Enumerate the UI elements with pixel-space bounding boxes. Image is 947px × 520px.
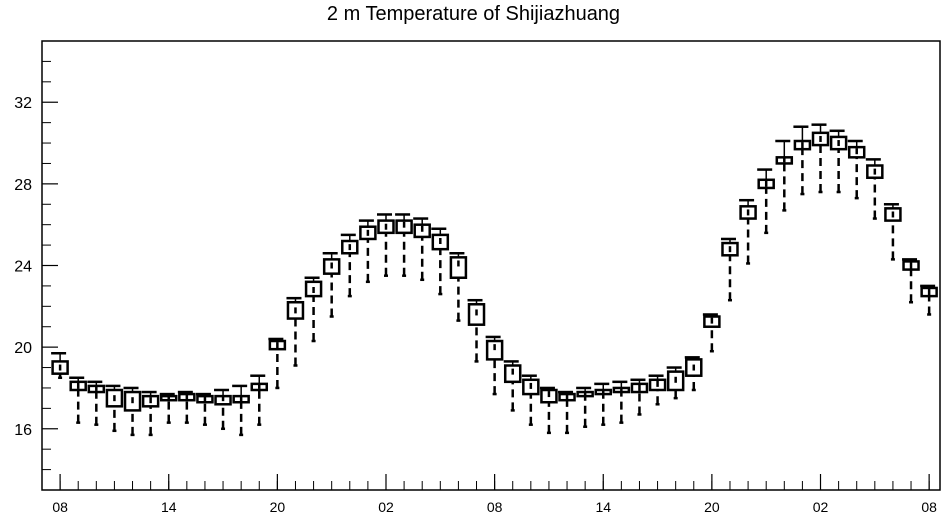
box-item: [558, 390, 576, 435]
box-item: [141, 390, 160, 437]
box-item: [739, 198, 757, 265]
box-item: [159, 392, 178, 424]
x-tick-label: 14: [161, 499, 177, 515]
box-item: [757, 168, 775, 235]
box-item: [648, 374, 667, 406]
y-tick-label: 24: [14, 259, 32, 276]
box-item: [431, 227, 450, 296]
box-item: [195, 392, 214, 426]
box-item: [829, 129, 848, 194]
box-item: [214, 388, 232, 431]
box-item: [775, 139, 794, 212]
y-tick-label: 28: [14, 177, 32, 194]
box-item: [702, 313, 721, 353]
box-item: [232, 384, 250, 437]
box-item: [720, 237, 739, 302]
chart-title: 2 m Temperature of Shijiazhuang: [326, 3, 621, 25]
box-item: [268, 337, 287, 390]
y-tick-label: 32: [14, 95, 32, 112]
box-item: [105, 384, 124, 433]
y-tick-label: 16: [14, 422, 32, 439]
x-tick-label: 08: [487, 499, 503, 515]
box-item: [793, 125, 812, 196]
box-item: [304, 276, 323, 343]
x-tick-label: 08: [52, 499, 68, 515]
box-item: [376, 213, 395, 277]
box-item: [902, 258, 920, 304]
box-series: [51, 123, 938, 437]
x-tick-label: 08: [921, 499, 937, 515]
box-item: [358, 219, 377, 284]
box-item: [286, 296, 305, 367]
box-item: [503, 360, 522, 412]
box-item: [883, 203, 902, 261]
box-item: [485, 335, 504, 396]
y-minor-ticks: [42, 40, 51, 491]
box-item: [612, 380, 631, 424]
box-item: [322, 252, 341, 318]
box-item: [865, 158, 884, 220]
box-item: [395, 213, 413, 277]
box-body: [449, 256, 468, 279]
box-item: [666, 366, 685, 400]
box-item: [87, 380, 106, 426]
box-item: [51, 352, 69, 379]
box-item: [811, 123, 830, 194]
box-item: [594, 382, 612, 426]
box-item: [340, 233, 359, 298]
x-tick-label: 14: [595, 499, 611, 515]
box-item: [521, 374, 540, 426]
box-item: [920, 284, 938, 316]
y-tick-label: 20: [14, 340, 32, 357]
plot-axes: [41, 40, 941, 491]
x-ticks: 08 14 20 02 08 14 20 02 08: [52, 474, 937, 515]
box-body: [485, 339, 504, 361]
box-item: [123, 386, 142, 437]
x-tick-label: 02: [378, 499, 394, 515]
box-item: [539, 386, 558, 435]
y-major-ticks: 16 20 24 28 32: [14, 95, 58, 439]
box-item: [467, 298, 486, 363]
box-item: [847, 139, 866, 200]
box-item: [576, 386, 594, 428]
box-item: [684, 356, 703, 392]
x-tick-label: 02: [813, 499, 829, 515]
box-item: [413, 217, 431, 282]
plot-frame: [41, 40, 941, 491]
box-item: [69, 376, 87, 424]
box-item: [630, 378, 649, 416]
box-item: [449, 252, 468, 322]
box-item: [177, 390, 196, 424]
x-tick-label: 20: [704, 499, 720, 515]
x-tick-label: 20: [270, 499, 286, 515]
box-item: [250, 374, 269, 426]
